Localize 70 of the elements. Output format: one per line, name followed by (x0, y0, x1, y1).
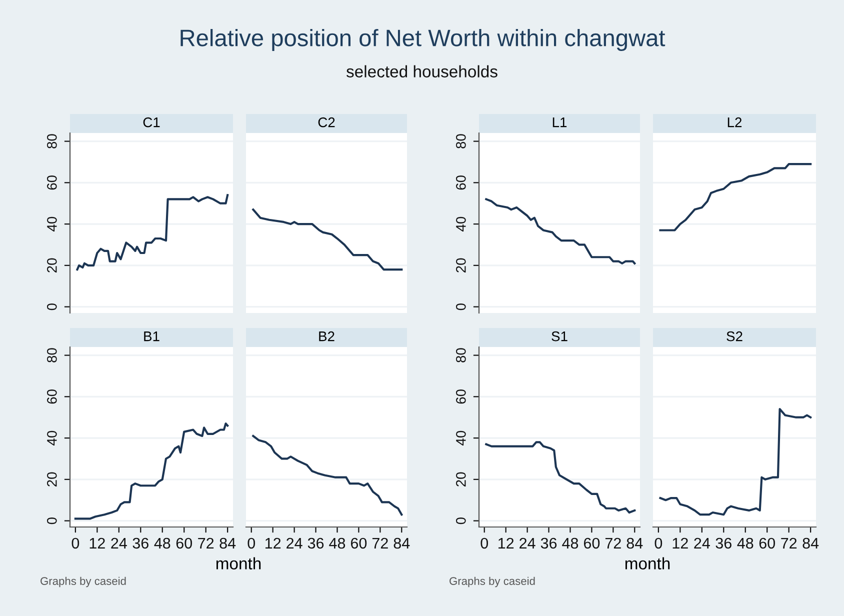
y-tick-label: 80 (456, 348, 466, 362)
x-tick-label: 48 (154, 538, 170, 549)
chart-title: C1 (143, 117, 160, 128)
y-tick-label: 40 (47, 430, 57, 446)
y-tick-label: 40 (47, 216, 57, 232)
line-series (76, 194, 229, 271)
x-tick-label: 0 (480, 538, 488, 549)
x-tick-label: 48 (562, 538, 578, 549)
x-tick-label: 24 (286, 538, 302, 548)
x-tick-label: 72 (372, 538, 388, 548)
y-tick-label: 60 (456, 175, 466, 190)
y-tick-label: 20 (47, 258, 57, 272)
x-tick-label: 72 (781, 538, 797, 548)
y-tick-label: 60 (456, 389, 466, 404)
x-tick-label: 84 (394, 538, 410, 549)
chart-title: B2 (319, 331, 334, 342)
x-tick-label: 24 (111, 538, 127, 548)
y-tick-label: 0 (456, 517, 466, 524)
text: Graphs by caseid (40, 576, 126, 588)
y-tick-label: 80 (47, 348, 57, 362)
x-tick-label: 12 (498, 538, 514, 548)
chart-title: B1 (144, 332, 160, 342)
x-tick-label: 60 (350, 538, 367, 549)
line-series (74, 422, 229, 520)
y-tick-label: 0 (47, 303, 57, 310)
text: Graphs by caseid (450, 576, 535, 588)
y-tick-label: 80 (47, 134, 57, 148)
x-tick-label: 84 (626, 538, 643, 549)
y-tick-label: 20 (456, 258, 466, 272)
chart-title: L2 (728, 117, 742, 128)
x-tick-label: 0 (72, 538, 80, 549)
x-tick-label: 48 (737, 538, 754, 549)
x-axis-title: month (625, 557, 670, 570)
x-tick-label: 12 (90, 538, 105, 548)
x-tick-label: 36 (132, 538, 148, 549)
x-tick-label: 24 (520, 538, 536, 548)
x-tick-label: 60 (759, 538, 775, 549)
x-tick-label: 60 (176, 538, 192, 549)
x-tick-label: 12 (672, 538, 688, 548)
chart-title: S1 (552, 331, 568, 342)
x-tick-label: 36 (716, 538, 732, 549)
x-axis-title: month (216, 557, 261, 570)
text: Relative position of Net Worth within changwat (180, 28, 666, 52)
y-tick-label: 60 (47, 389, 57, 404)
line-series (485, 198, 636, 264)
y-tick-label: 0 (47, 517, 57, 524)
y-tick-label: 40 (456, 216, 466, 232)
y-tick-label: 20 (47, 472, 57, 486)
y-tick-label: 20 (456, 472, 466, 486)
x-tick-label: 84 (220, 538, 236, 549)
x-tick-label: 84 (802, 538, 819, 549)
x-tick-label: 60 (584, 538, 600, 549)
text: selected households (346, 65, 498, 78)
x-tick-label: 12 (266, 538, 281, 548)
chart-title: L1 (552, 118, 567, 128)
x-tick-label: 0 (654, 538, 662, 549)
x-tick-label: 48 (329, 538, 346, 549)
x-tick-label: 72 (198, 538, 214, 548)
x-tick-label: 36 (540, 538, 557, 549)
y-tick-label: 80 (456, 134, 466, 148)
y-tick-label: 40 (456, 430, 466, 446)
chart-title: C2 (318, 117, 335, 128)
x-tick-label: 0 (248, 538, 256, 549)
x-tick-label: 24 (694, 538, 710, 548)
y-tick-label: 60 (47, 175, 57, 190)
x-tick-label: 36 (308, 538, 324, 549)
chart-title: S2 (726, 331, 742, 342)
line-series (485, 441, 636, 514)
x-tick-label: 72 (605, 538, 621, 548)
y-tick-label: 0 (456, 303, 466, 310)
